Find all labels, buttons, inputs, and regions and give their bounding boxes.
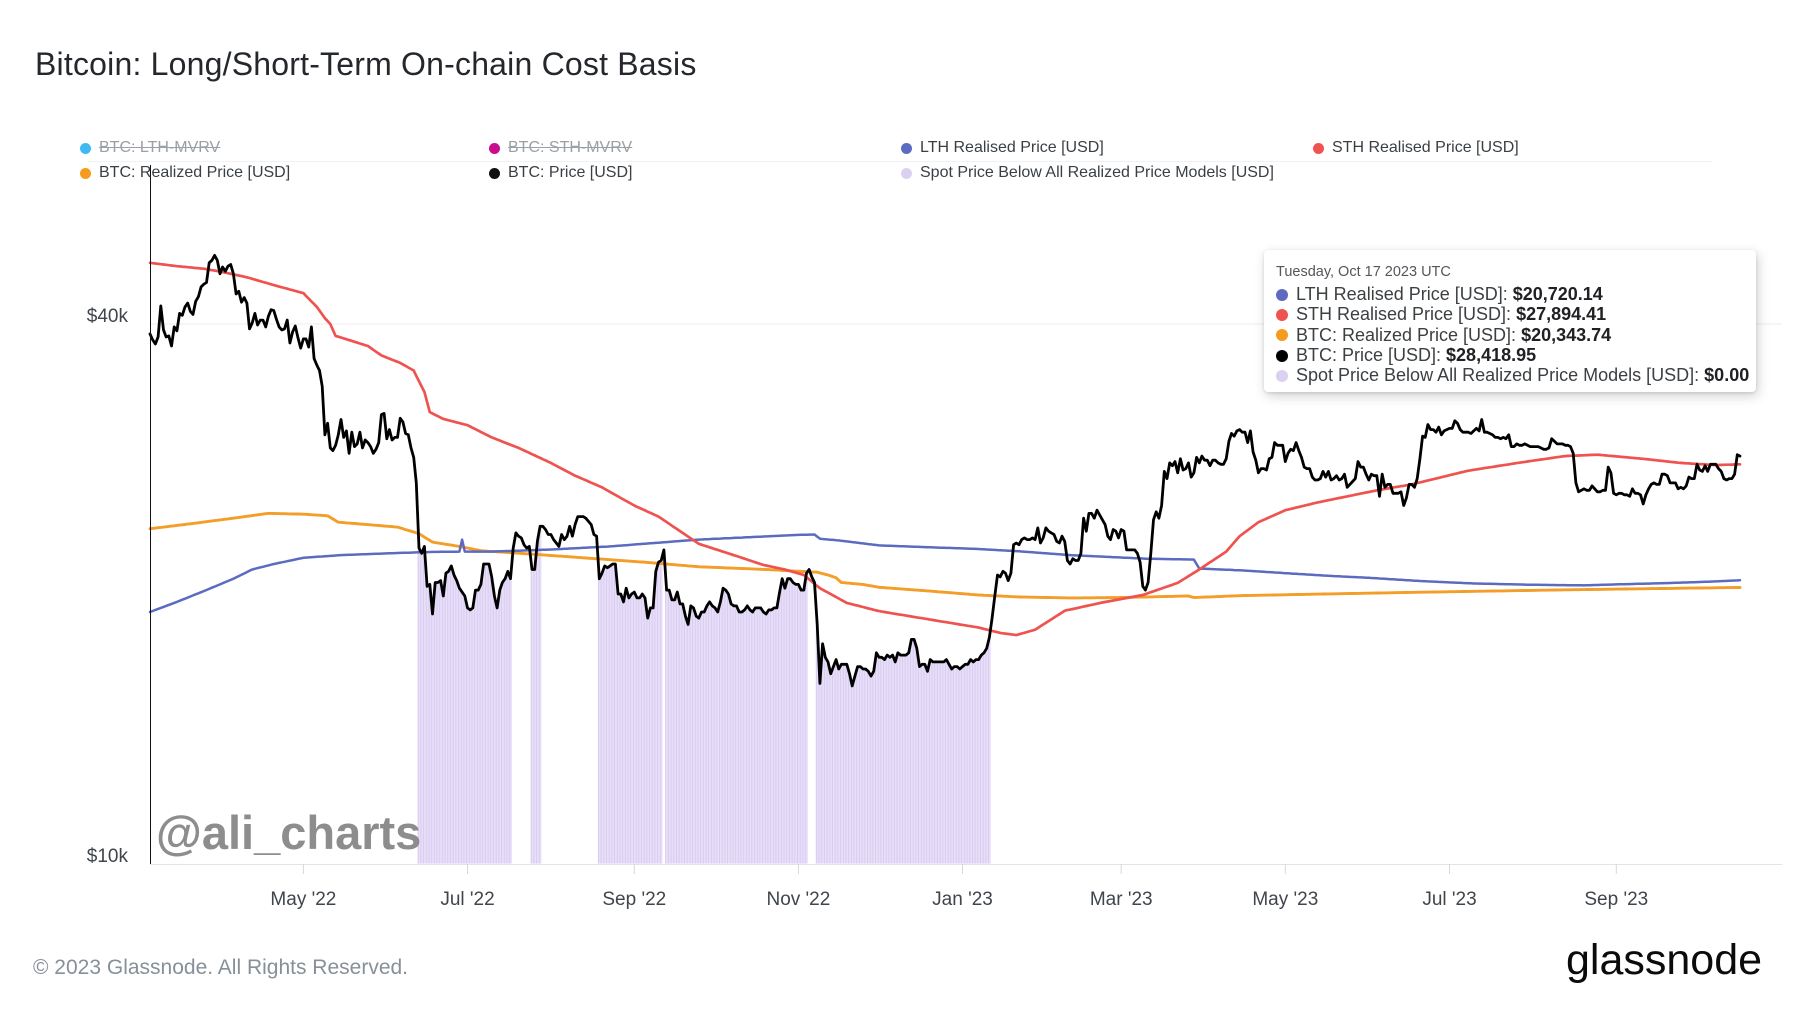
svg-text:Nov '22: Nov '22 <box>766 889 830 910</box>
svg-text:May '22: May '22 <box>270 889 336 910</box>
svg-text:Jul '23: Jul '23 <box>1422 889 1476 910</box>
svg-text:@ali_charts: @ali_charts <box>156 806 421 859</box>
svg-text:Mar '23: Mar '23 <box>1090 889 1153 910</box>
svg-text:Jan '23: Jan '23 <box>932 889 993 910</box>
svg-text:$40k: $40k <box>87 306 129 327</box>
svg-text:$10k: $10k <box>87 846 129 867</box>
svg-text:Sep '22: Sep '22 <box>602 889 666 910</box>
svg-text:Jul '22: Jul '22 <box>440 889 494 910</box>
svg-text:May '23: May '23 <box>1252 889 1318 910</box>
svg-text:Sep '23: Sep '23 <box>1584 889 1648 910</box>
